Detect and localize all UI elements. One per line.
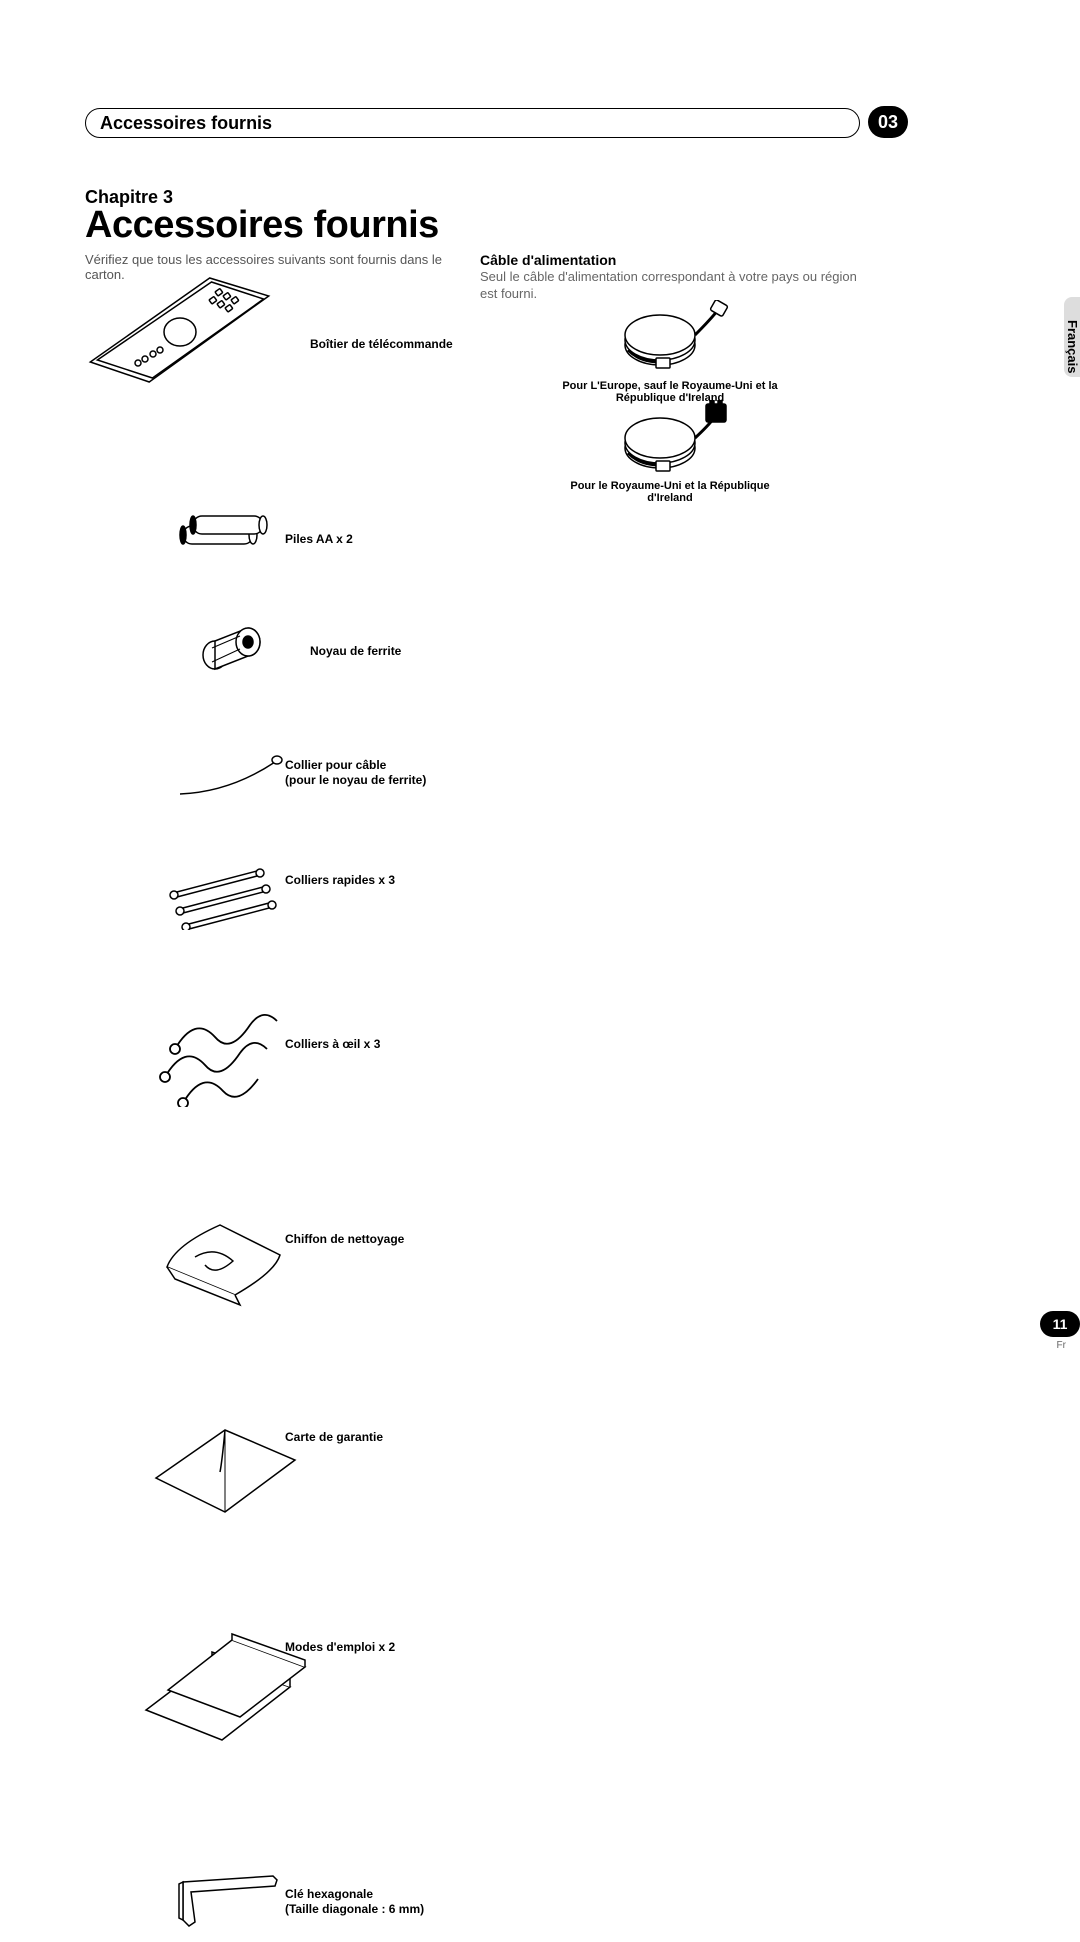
accessory-label: Colliers rapides x 3	[285, 873, 395, 888]
accessory-batteries: Piles AA x 2	[85, 512, 465, 562]
cable-tie-icon	[175, 750, 285, 800]
page-language-code: Fr	[1057, 1340, 1066, 1351]
accessory-label: Clé hexagonale (Taille diagonale : 6 mm)	[285, 1887, 424, 1917]
page-number-badge: 11	[1040, 1311, 1080, 1337]
section-header: Accessoires fournis	[85, 108, 860, 138]
power-cord-uk-icon	[610, 400, 730, 475]
cleaning-cloth-icon	[155, 1217, 285, 1312]
bead-bands-icon	[155, 1007, 285, 1107]
accessory-warranty-card: Carte de garantie	[85, 1422, 465, 1527]
accessory-label: Collier pour câble (pour le noyau de fer…	[285, 758, 426, 788]
accessory-cable-tie: Collier pour câble (pour le noyau de fer…	[85, 750, 465, 805]
accessory-label: Boîtier de télécommande	[310, 337, 453, 352]
batteries-icon	[175, 512, 275, 557]
accessory-label: Colliers à œil x 3	[285, 1037, 380, 1052]
section-number: 03	[878, 112, 898, 133]
power-cord-uk-label: Pour le Royaume-Uni et la République d'I…	[560, 480, 780, 504]
page-title: Accessoires fournis	[85, 204, 439, 247]
remote-control-icon	[85, 272, 275, 392]
section-header-title: Accessoires fournis	[100, 113, 272, 134]
accessory-label: Carte de garantie	[285, 1430, 383, 1445]
accessory-hex-wrench: Clé hexagonale (Taille diagonale : 6 mm)	[85, 1872, 465, 1942]
accessory-label: Modes d'emploi x 2	[285, 1640, 395, 1655]
power-cord-eu-icon	[610, 300, 730, 375]
page-number: 11	[1053, 1316, 1068, 1332]
hex-wrench-icon	[175, 1872, 295, 1932]
accessory-label: Piles AA x 2	[285, 532, 353, 547]
speed-clamps-icon	[165, 865, 280, 930]
accessory-speed-clamps: Colliers rapides x 3	[85, 865, 465, 935]
power-cord-text: Seul le câble d'alimentation corresponda…	[480, 269, 860, 303]
accessory-remote: Boîtier de télécommande	[85, 272, 465, 392]
section-number-badge: 03	[868, 106, 908, 138]
accessory-ferrite-core: Noyau de ferrite	[85, 622, 465, 682]
accessory-label: Chiffon de nettoyage	[285, 1232, 404, 1247]
accessory-operating-instructions: Modes d'emploi x 2	[85, 1632, 465, 1752]
accessories-column: Boîtier de télécommande Piles AA x 2	[85, 272, 465, 1122]
warranty-card-icon	[150, 1422, 300, 1522]
accessory-label: Noyau de ferrite	[310, 644, 401, 659]
language-tab: Français	[1065, 320, 1080, 373]
accessory-cleaning-cloth: Chiffon de nettoyage	[85, 1217, 465, 1317]
accessory-bead-bands: Colliers à œil x 3	[85, 1007, 465, 1107]
power-cord-title: Câble d'alimentation	[480, 252, 616, 268]
ferrite-core-icon	[200, 622, 270, 672]
